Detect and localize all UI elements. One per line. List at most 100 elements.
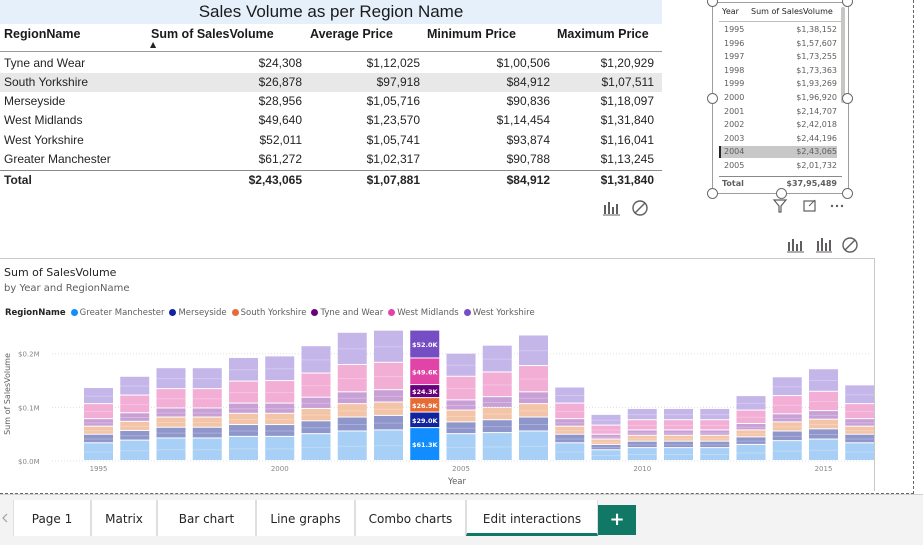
bar-segment[interactable] [446,434,476,460]
bar-segment[interactable] [156,368,186,389]
legend-item[interactable]: West Midlands [397,308,459,318]
bar-segment[interactable] [229,381,258,403]
bar-segment[interactable] [265,425,295,436]
matrix-row[interactable]: West Yorkshire $52,011 $1,05,741 $93,874 $1,… [0,131,662,150]
bar-segment[interactable] [482,372,512,397]
bar-segment[interactable] [156,417,186,427]
matrix-row[interactable]: Tyne and Wear $24,308 $1,12,025 $1,00,506 $1… [0,54,662,73]
bar-segment[interactable] [84,404,113,419]
bar-segment[interactable] [700,435,730,441]
bar-segment[interactable] [591,444,621,450]
tab-edit-interactions[interactable]: Edit interactions [466,500,598,536]
bar-segment[interactable] [84,388,113,404]
bar-segment[interactable] [410,330,440,358]
tab-combo-charts[interactable]: Combo charts [355,500,466,536]
bar-segment[interactable] [664,408,693,420]
bar-segment[interactable] [845,404,874,419]
bar-segment[interactable] [555,403,585,419]
col-header-region[interactable]: RegionName [4,27,81,41]
bar-segment[interactable] [374,362,403,390]
bar-segment[interactable] [301,408,331,421]
bar-segment[interactable] [809,391,838,411]
bar-segment[interactable] [337,431,367,460]
bar-segment[interactable] [519,392,548,404]
bar-segment[interactable] [192,417,222,427]
bar-segment[interactable] [229,436,258,460]
bar-segment[interactable] [337,417,367,431]
matrix-row[interactable]: Merseyside $28,956 $1,05,716 $90,836 $1,18,0… [0,92,662,111]
bar-segment[interactable] [337,404,367,417]
bar-segment[interactable] [627,448,657,460]
bar-segment[interactable] [84,419,113,426]
bar-segment[interactable] [700,448,730,460]
slicer-year[interactable]: 1997 [724,52,745,62]
slicer-scrollbar[interactable] [841,7,845,103]
bar-segment[interactable] [374,402,403,415]
more-options-icon[interactable] [830,204,844,208]
bar-segment[interactable] [591,425,621,434]
bar-segment[interactable] [772,396,802,414]
bar-segment[interactable] [700,430,730,435]
bar-segment[interactable] [120,421,150,430]
resize-handle-bottom-right[interactable] [842,188,853,199]
bar-segment[interactable] [446,376,476,400]
tab-page-1[interactable]: Page 1 [13,500,91,536]
bar-segment[interactable] [627,408,657,420]
bar-segment[interactable] [627,420,657,430]
bar-segment[interactable] [120,430,150,440]
slicer-year[interactable]: 1995 [724,25,745,34]
bar-segment[interactable] [555,426,585,434]
bar-segment[interactable] [845,426,874,434]
slicer-year[interactable]: 2003 [724,133,745,143]
col-header-maximum-price[interactable]: Maximum Price [557,27,649,41]
bar-segment[interactable] [265,413,295,425]
bar-segment[interactable] [410,412,440,428]
bar-segment[interactable] [446,410,476,422]
bar-segment[interactable] [591,414,621,425]
tab-bar-chart[interactable]: Bar chart [157,500,256,536]
bar-segment[interactable] [591,450,621,460]
matrix-row[interactable]: South Yorkshire $26,878 $97,918 $84,912 $1,0… [0,73,662,92]
bar-segment[interactable] [120,395,150,413]
bar-segment[interactable] [120,376,150,395]
resize-handle-top-right[interactable] [842,0,853,7]
chart-plot-area[interactable]: $0.0M $0.1M $0.2M Sum of SalesVolume $52.0K $… [0,322,874,490]
legend-item[interactable]: South Yorkshire [240,308,307,318]
bar-segment[interactable] [156,427,186,438]
bar-segment[interactable] [229,413,258,425]
bar-segment[interactable] [410,398,440,412]
resize-handle-mid-left[interactable] [707,93,718,104]
bar-segment[interactable] [482,407,512,420]
bar-segment[interactable] [229,403,258,413]
bar-segment[interactable] [555,387,585,403]
bar-segment[interactable] [482,345,512,372]
bar-segment[interactable] [337,392,367,404]
slicer-year[interactable]: 2001 [724,106,745,116]
bar-segment[interactable] [627,441,657,448]
bar-segment[interactable] [482,397,512,407]
bar-segment[interactable] [736,430,766,437]
bar-segment[interactable] [845,385,874,404]
filter-interaction-icon[interactable] [787,239,804,253]
bar-segment[interactable] [845,443,874,460]
bar-segment[interactable] [591,439,621,444]
bar-segment[interactable] [229,425,258,436]
slicer-selected-row[interactable] [719,146,837,159]
slicer-year[interactable]: 1999 [724,79,745,89]
bar-segment[interactable] [229,357,258,381]
bar-segment[interactable] [482,433,512,460]
sort-ascending-icon[interactable]: ▲ [150,40,157,49]
bar-segment[interactable] [301,373,331,397]
bar-segment[interactable] [301,421,331,434]
bar-segment[interactable] [84,426,113,434]
bar-segment[interactable] [519,366,548,392]
bar-segment[interactable] [809,429,838,439]
bar-segment[interactable] [374,330,403,362]
tab-scroll-left-icon[interactable] [1,513,9,523]
bar-segment[interactable] [192,389,222,408]
matrix-visual[interactable]: Sales Volume as per Region Name RegionNa… [0,0,662,192]
filter-bars-icon[interactable] [602,199,652,217]
bar-segment[interactable] [192,427,222,438]
bar-segment[interactable] [410,428,440,460]
slicer-year[interactable]: 1996 [724,38,745,48]
